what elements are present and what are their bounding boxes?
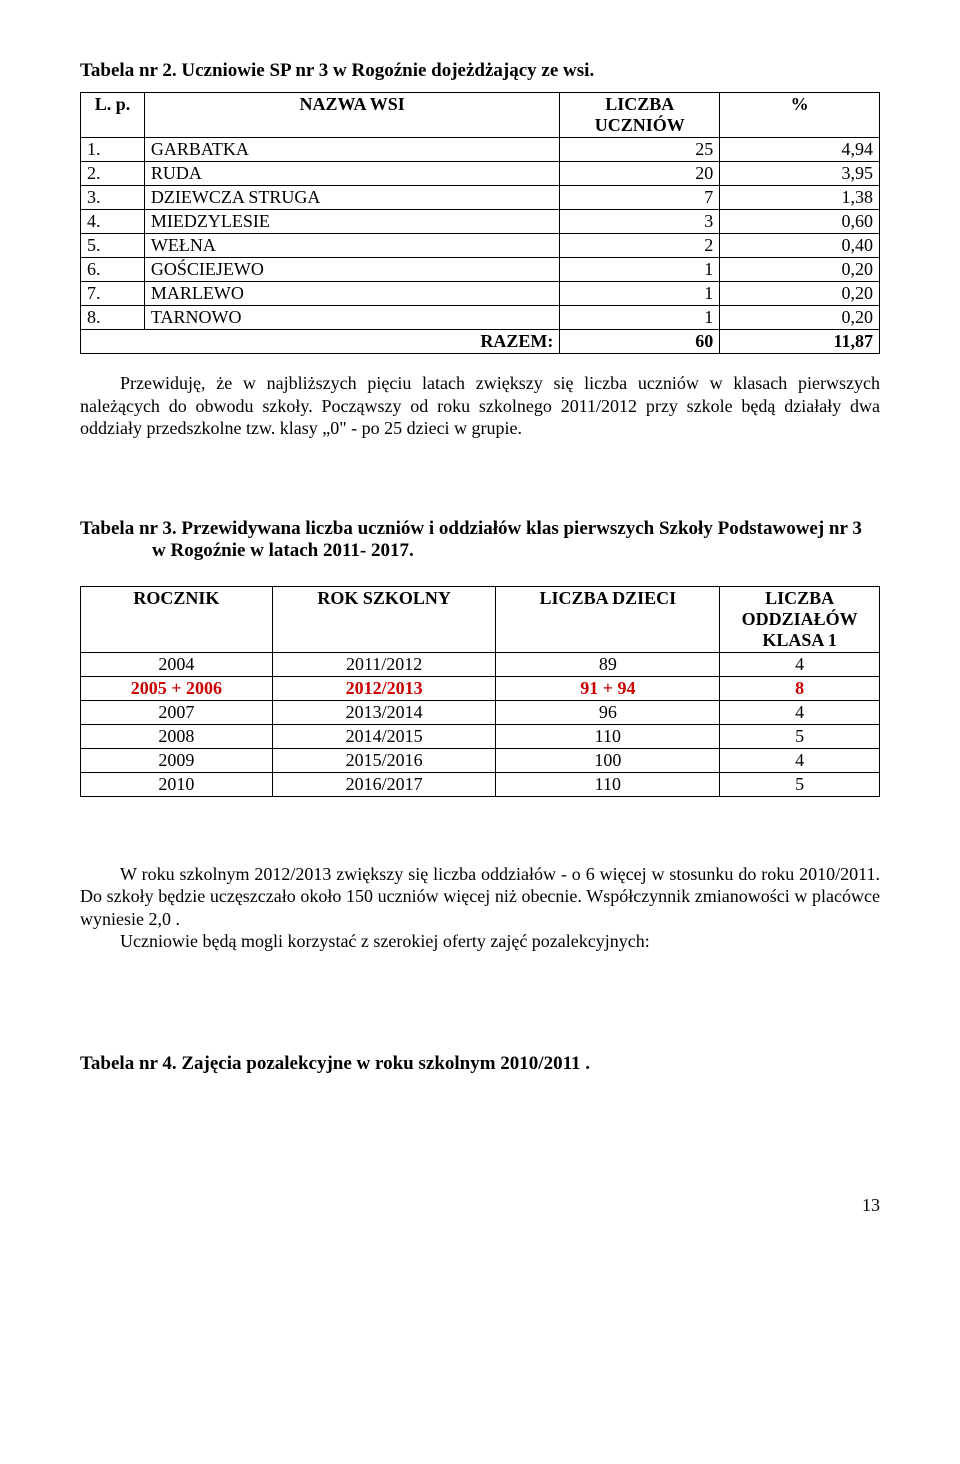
t3-c4: 8 — [720, 676, 880, 700]
cell-pct: 4,94 — [720, 138, 880, 162]
t3-c2: 2015/2016 — [272, 748, 496, 772]
table2-row: 3.DZIEWCZA STRUGA71,38 — [81, 186, 880, 210]
t3-c1: 2008 — [81, 724, 273, 748]
cell-lp: 2. — [81, 162, 145, 186]
cell-name: MARLEWO — [144, 282, 559, 306]
cell-pct: 0,20 — [720, 258, 880, 282]
cell-name: GOŚCIEJEWO — [144, 258, 559, 282]
cell-lp: 8. — [81, 306, 145, 330]
t3-c2: 2012/2013 — [272, 676, 496, 700]
t3-c1: 2010 — [81, 772, 273, 796]
table3-row: 20082014/20151105 — [81, 724, 880, 748]
t3-c3: 110 — [496, 724, 720, 748]
table4-title: Tabela nr 4. Zajęcia pozalekcyjne w roku… — [80, 1053, 880, 1075]
table2-row: 2.RUDA203,95 — [81, 162, 880, 186]
cell-count: 1 — [560, 282, 720, 306]
table2-row: 4.MIEDZYLESIE30,60 — [81, 210, 880, 234]
t3-c4: 4 — [720, 652, 880, 676]
total-pct: 11,87 — [720, 330, 880, 354]
cell-lp: 1. — [81, 138, 145, 162]
t3-c3: 89 — [496, 652, 720, 676]
t3-c3: 110 — [496, 772, 720, 796]
table2-h-lp: L. p. — [81, 93, 145, 138]
table2: L. p. NAZWA WSI LICZBA UCZNIÓW % 1.GARBA… — [80, 92, 880, 354]
table3-row: 20102016/20171105 — [81, 772, 880, 796]
table3-title: Tabela nr 3. Przewidywana liczba uczniów… — [152, 518, 880, 562]
table3-header-row: ROCZNIK ROK SZKOLNY LICZBA DZIECI LICZBA… — [81, 586, 880, 652]
cell-name: RUDA — [144, 162, 559, 186]
table2-row: 5.WEŁNA20,40 — [81, 234, 880, 258]
table2-title: Tabela nr 2. Uczniowie SP nr 3 w Rogoźni… — [80, 60, 880, 82]
t3-c1: 2007 — [81, 700, 273, 724]
paragraph-2b: Uczniowie będą mogli korzystać z szeroki… — [80, 930, 880, 953]
t3-c1: 2009 — [81, 748, 273, 772]
t3-c4: 4 — [720, 748, 880, 772]
table2-h-count: LICZBA UCZNIÓW — [560, 93, 720, 138]
cell-count: 1 — [560, 306, 720, 330]
paragraph-2a: W roku szkolnym 2012/2013 zwiększy się l… — [80, 863, 880, 931]
table2-row: 7.MARLEWO10,20 — [81, 282, 880, 306]
table3-row: 20092015/20161004 — [81, 748, 880, 772]
table3-row-highlight: 2005 + 20062012/201391 + 948 — [81, 676, 880, 700]
cell-lp: 4. — [81, 210, 145, 234]
table2-header-row: L. p. NAZWA WSI LICZBA UCZNIÓW % — [81, 93, 880, 138]
t3-c2: 2011/2012 — [272, 652, 496, 676]
cell-pct: 0,20 — [720, 282, 880, 306]
table2-row: 8.TARNOWO10,20 — [81, 306, 880, 330]
t3-c1: 2004 — [81, 652, 273, 676]
cell-lp: 7. — [81, 282, 145, 306]
cell-name: GARBATKA — [144, 138, 559, 162]
t3-c2: 2014/2015 — [272, 724, 496, 748]
total-label: RAZEM: — [81, 330, 560, 354]
cell-lp: 5. — [81, 234, 145, 258]
t3-c2: 2013/2014 — [272, 700, 496, 724]
cell-name: DZIEWCZA STRUGA — [144, 186, 559, 210]
cell-count: 7 — [560, 186, 720, 210]
table3: ROCZNIK ROK SZKOLNY LICZBA DZIECI LICZBA… — [80, 586, 880, 797]
cell-lp: 6. — [81, 258, 145, 282]
t3-c4: 5 — [720, 724, 880, 748]
cell-pct: 1,38 — [720, 186, 880, 210]
t3-c3: 96 — [496, 700, 720, 724]
cell-count: 1 — [560, 258, 720, 282]
cell-name: MIEDZYLESIE — [144, 210, 559, 234]
cell-pct: 3,95 — [720, 162, 880, 186]
cell-pct: 0,20 — [720, 306, 880, 330]
page-number: 13 — [80, 1195, 880, 1216]
t3-c3: 100 — [496, 748, 720, 772]
t3-c1: 2005 + 2006 — [81, 676, 273, 700]
t3-c4: 4 — [720, 700, 880, 724]
t3-c3: 91 + 94 — [496, 676, 720, 700]
table2-row: 6.GOŚCIEJEWO10,20 — [81, 258, 880, 282]
total-count: 60 — [560, 330, 720, 354]
table2-h-pct: % — [720, 93, 880, 138]
t3-h3: LICZBA DZIECI — [496, 586, 720, 652]
table3-row: 20072013/2014964 — [81, 700, 880, 724]
table2-row: 1.GARBATKA254,94 — [81, 138, 880, 162]
cell-pct: 0,60 — [720, 210, 880, 234]
cell-name: WEŁNA — [144, 234, 559, 258]
t3-h4: LICZBA ODDZIAŁÓW KLASA 1 — [720, 586, 880, 652]
t3-c2: 2016/2017 — [272, 772, 496, 796]
cell-count: 3 — [560, 210, 720, 234]
cell-name: TARNOWO — [144, 306, 559, 330]
cell-count: 20 — [560, 162, 720, 186]
table2-total-row: RAZEM: 60 11,87 — [81, 330, 880, 354]
t3-c4: 5 — [720, 772, 880, 796]
table2-h-name: NAZWA WSI — [144, 93, 559, 138]
cell-lp: 3. — [81, 186, 145, 210]
t3-h1: ROCZNIK — [81, 586, 273, 652]
t3-h2: ROK SZKOLNY — [272, 586, 496, 652]
cell-count: 25 — [560, 138, 720, 162]
cell-count: 2 — [560, 234, 720, 258]
table3-row: 20042011/2012894 — [81, 652, 880, 676]
paragraph-1: Przewiduję, że w najbliższych pięciu lat… — [80, 372, 880, 440]
cell-pct: 0,40 — [720, 234, 880, 258]
